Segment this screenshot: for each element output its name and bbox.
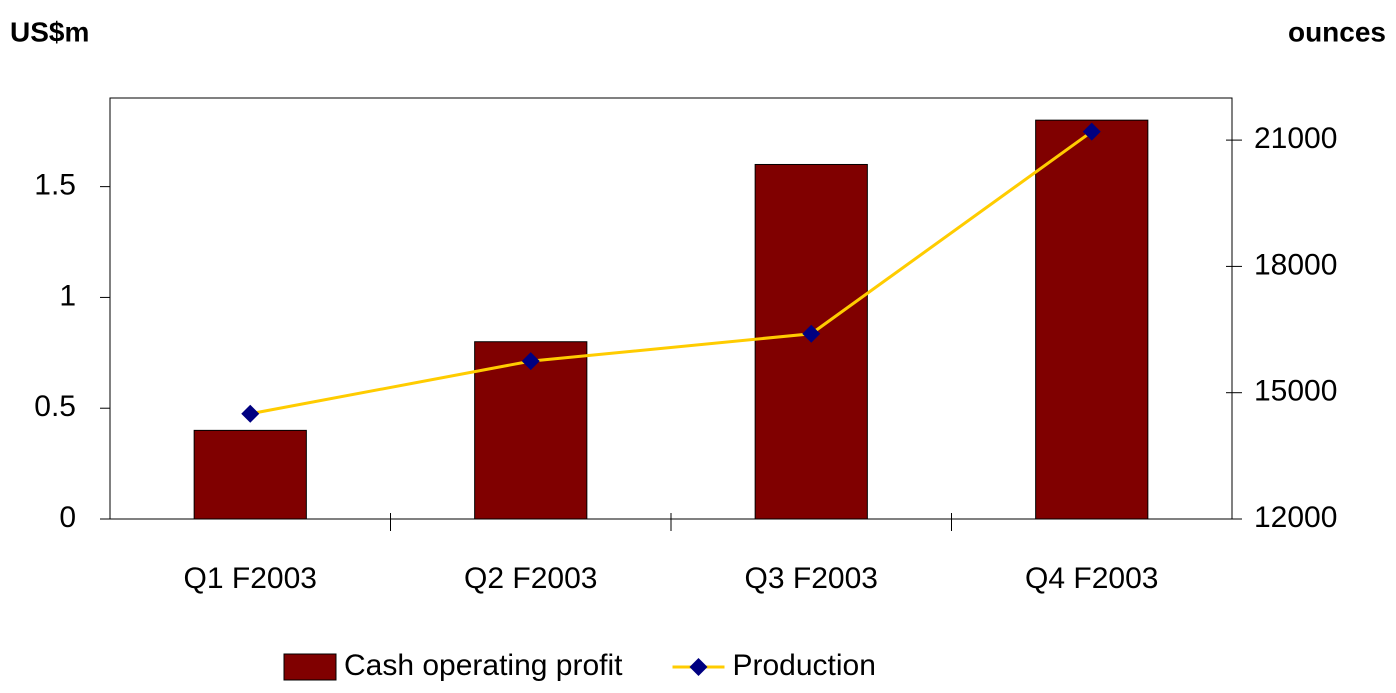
x-tick-label: Q3 F2003: [745, 562, 878, 595]
y2-tick-label: 21000: [1254, 122, 1337, 155]
y2-tick-label: 12000: [1254, 501, 1337, 534]
marker: [521, 352, 540, 371]
y-tick-label: 1: [59, 279, 76, 312]
x-tick-label: Q2 F2003: [464, 562, 597, 595]
y2-axis-label: ounces: [1288, 16, 1386, 47]
y-tick-label: 0.5: [34, 390, 76, 423]
legend-label: Cash operating profit: [344, 649, 623, 682]
bar: [474, 341, 588, 520]
x-tick-label: Q4 F2003: [1025, 562, 1158, 595]
legend-label: Production: [733, 649, 876, 682]
line: [249, 130, 1093, 416]
marker: [1082, 122, 1101, 141]
legend-swatch: [283, 653, 337, 681]
marker: [241, 404, 260, 423]
bar: [1035, 119, 1149, 520]
y2-tick-label: 18000: [1254, 248, 1337, 281]
legend-marker: [689, 658, 708, 676]
y-axis-label: US$m: [10, 16, 89, 47]
y-tick-label: 1.5: [34, 169, 76, 202]
bar: [193, 429, 307, 520]
x-tick-label: Q1 F2003: [184, 562, 317, 595]
marker: [802, 324, 821, 343]
y2-tick-label: 15000: [1254, 375, 1337, 408]
y-tick-label: 0: [59, 501, 76, 534]
